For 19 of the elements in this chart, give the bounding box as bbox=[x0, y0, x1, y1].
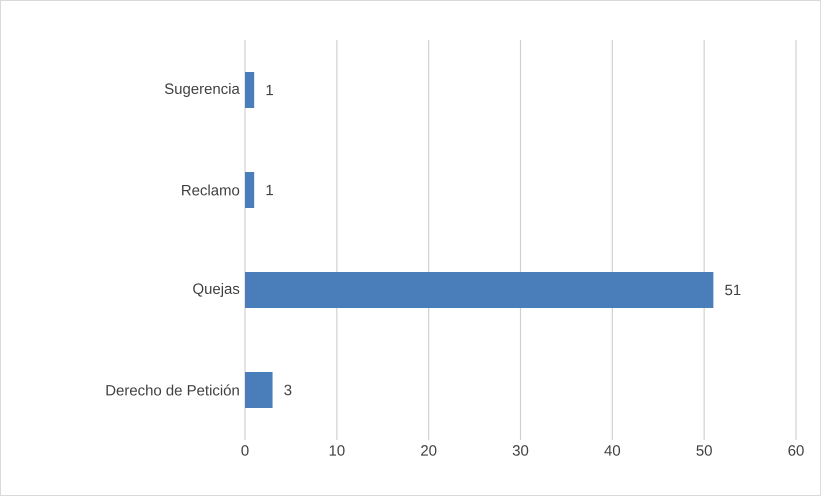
y-tick-label: Quejas bbox=[193, 283, 240, 297]
x-tick-label: 30 bbox=[512, 445, 528, 456]
x-tick-label: 0 bbox=[241, 445, 249, 456]
x-tick-label: 10 bbox=[330, 445, 345, 456]
bar bbox=[245, 72, 254, 108]
y-tick-label: Derecho de Petición bbox=[106, 384, 239, 396]
bar bbox=[245, 272, 714, 308]
x-tick-label: 20 bbox=[421, 445, 436, 456]
x-tick-label: 40 bbox=[604, 445, 620, 456]
data-label: 1 bbox=[266, 184, 273, 196]
x-tick-label: 50 bbox=[696, 445, 712, 456]
x-tick-label: 60 bbox=[788, 445, 804, 456]
y-tick-label: Sugerencia bbox=[164, 83, 240, 97]
data-label: 3 bbox=[284, 384, 292, 396]
data-label: 1 bbox=[266, 84, 273, 96]
bar bbox=[245, 372, 273, 408]
bar bbox=[245, 172, 254, 208]
data-label: 51 bbox=[725, 284, 740, 296]
y-tick-label: Reclamo bbox=[182, 184, 240, 196]
